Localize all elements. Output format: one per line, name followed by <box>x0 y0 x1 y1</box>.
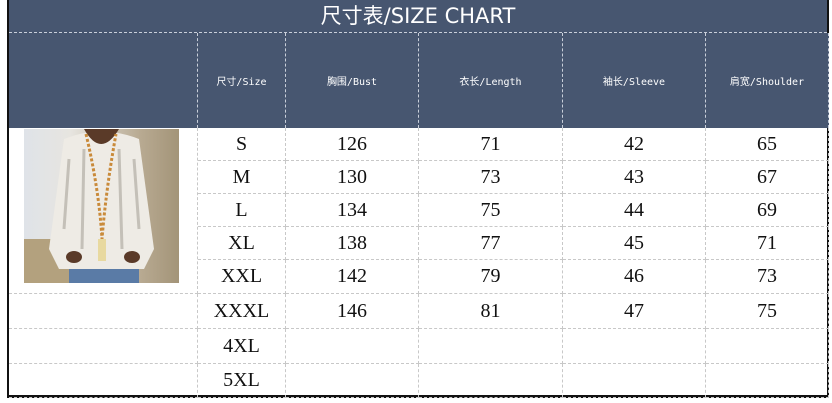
cell-sleeve: 46 <box>563 260 706 294</box>
header-blank <box>9 33 198 128</box>
cell-shoulder: 73 <box>706 260 829 294</box>
cell-length: 73 <box>419 161 563 194</box>
cell-length: 75 <box>419 194 563 227</box>
cell-sleeve <box>563 364 706 398</box>
column-header-bust: 胸围/Bust <box>286 33 419 128</box>
cell-bust: 138 <box>286 227 419 260</box>
cell-bust <box>286 329 419 364</box>
cell-shoulder: 65 <box>706 128 829 161</box>
cell-shoulder: 67 <box>706 161 829 194</box>
photo-cell <box>9 128 198 294</box>
cell-bust: 130 <box>286 161 419 194</box>
cell-sleeve: 43 <box>563 161 706 194</box>
cell-bust: 142 <box>286 260 419 294</box>
cell-bust: 146 <box>286 294 419 329</box>
column-header-length: 衣长/Length <box>419 33 563 128</box>
cell-size: L <box>198 194 286 227</box>
cell-length: 71 <box>419 128 563 161</box>
cell-length: 81 <box>419 294 563 329</box>
cell-size: M <box>198 161 286 194</box>
cell-bust <box>286 364 419 398</box>
cell-size: XL <box>198 227 286 260</box>
cell-sleeve: 47 <box>563 294 706 329</box>
cell-sleeve: 42 <box>563 128 706 161</box>
cell-shoulder: 71 <box>706 227 829 260</box>
cell-length: 77 <box>419 227 563 260</box>
cell-length <box>419 329 563 364</box>
cell-size: XXL <box>198 260 286 294</box>
cell-shoulder: 75 <box>706 294 829 329</box>
cell-shoulder <box>706 329 829 364</box>
cell-shoulder <box>706 364 829 398</box>
cell-size: XXXL <box>198 294 286 329</box>
cell-length: 79 <box>419 260 563 294</box>
cell-length <box>419 364 563 398</box>
cell-size: 4XL <box>198 329 286 364</box>
product-photo <box>24 129 179 283</box>
cell-bust: 134 <box>286 194 419 227</box>
cell-sleeve: 44 <box>563 194 706 227</box>
column-header-shoulder: 肩宽/Shoulder <box>706 33 829 128</box>
cell-sleeve <box>563 329 706 364</box>
chart-title: 尺寸表/SIZE CHART <box>9 0 827 33</box>
blank-cell <box>9 329 198 364</box>
cell-bust: 126 <box>286 128 419 161</box>
column-header-sleeve: 袖长/Sleeve <box>563 33 706 128</box>
cell-size: S <box>198 128 286 161</box>
blank-cell <box>9 364 198 398</box>
cell-size: 5XL <box>198 364 286 398</box>
cell-sleeve: 45 <box>563 227 706 260</box>
blank-cell <box>9 294 198 329</box>
column-header-size: 尺寸/Size <box>198 33 286 128</box>
cell-shoulder: 69 <box>706 194 829 227</box>
